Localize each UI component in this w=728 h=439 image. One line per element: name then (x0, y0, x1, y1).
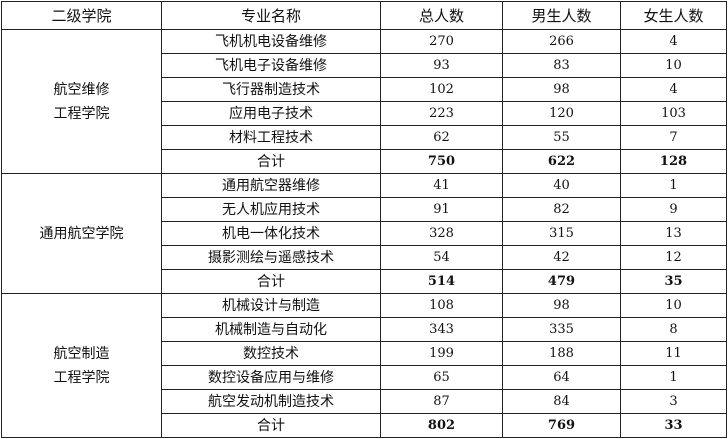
table-body: 航空维修 工程学院 飞机机电设备维修 270 266 4 飞机电子设备维修 93 83 10 飞行器… (1, 29, 727, 438)
female-count: 11 (620, 341, 727, 366)
female-count: 3 (620, 389, 727, 414)
female-count: 35 (620, 269, 727, 294)
major-name: 应用电子技术 (161, 101, 381, 126)
major-name: 飞机机电设备维修 (161, 29, 381, 54)
male-count: 40 (502, 173, 621, 198)
header-row: 二级学院 专业名称 总人数 男生人数 女生人数 (1, 1, 727, 30)
total-count: 93 (380, 53, 503, 78)
female-count: 10 (620, 293, 727, 318)
female-count: 8 (620, 317, 727, 342)
major-name: 机械设计与制造 (161, 293, 381, 318)
female-count: 33 (620, 413, 727, 438)
major-name: 数控设备应用与维修 (161, 365, 381, 390)
total-count: 343 (380, 317, 503, 342)
college-name-line: 工程学院 (53, 369, 110, 386)
table-row: 飞机电子设备维修 93 83 10 (2, 53, 727, 78)
table-row: 航空发动机制造技术 87 84 3 (2, 389, 727, 414)
college-name-line: 航空制造 (53, 345, 110, 362)
table-row: 无人机应用技术 91 82 9 (2, 197, 727, 222)
total-count: 108 (380, 293, 503, 318)
subtotal-label: 合计 (161, 269, 381, 294)
female-count: 103 (620, 101, 727, 126)
total-count: 102 (380, 77, 503, 102)
major-name: 机械制造与自动化 (161, 317, 381, 342)
table-row: 航空制造 工程学院 机械设计与制造 108 98 10 (1, 293, 727, 438)
male-count: 479 (502, 269, 621, 294)
male-count: 82 (502, 197, 621, 222)
male-count: 622 (502, 149, 621, 174)
header-college: 二级学院 (1, 1, 162, 30)
total-count: 270 (380, 29, 503, 54)
header-total: 总人数 (380, 1, 503, 30)
major-name: 航空发动机制造技术 (161, 389, 381, 414)
male-count: 315 (502, 221, 621, 246)
major-name: 机电一体化技术 (161, 221, 381, 246)
college-name-line: 通用航空学院 (39, 225, 124, 242)
table-row: 机械制造与自动化 343 335 8 (2, 317, 727, 342)
total-count: 199 (380, 341, 503, 366)
total-count: 750 (380, 149, 503, 174)
female-count: 4 (620, 77, 727, 102)
major-name: 通用航空器维修 (161, 173, 381, 198)
table-row: 数控设备应用与维修 65 64 1 (2, 365, 727, 390)
female-count: 7 (620, 125, 727, 150)
major-name: 数控技术 (161, 341, 381, 366)
table-row: 数控技术 199 188 11 (2, 341, 727, 366)
female-count: 1 (620, 173, 727, 198)
total-count: 802 (380, 413, 503, 438)
major-name: 材料工程技术 (161, 125, 381, 150)
female-count: 4 (620, 29, 727, 54)
total-count: 65 (380, 365, 503, 390)
table-row: 飞行器制造技术 102 98 4 (2, 77, 727, 102)
college-name: 通用航空学院 (1, 173, 162, 294)
total-count: 62 (380, 125, 503, 150)
male-count: 42 (502, 245, 621, 270)
college-name: 航空维修 工程学院 (1, 29, 162, 174)
male-count: 83 (502, 53, 621, 78)
major-name: 摄影测绘与遥感技术 (161, 245, 381, 270)
total-count: 223 (380, 101, 503, 126)
total-count: 54 (380, 245, 503, 270)
male-count: 98 (502, 77, 621, 102)
female-count: 13 (620, 221, 727, 246)
table-row: 应用电子技术 223 120 103 (2, 101, 727, 126)
college-name: 航空制造 工程学院 (1, 293, 162, 438)
college-name-line: 工程学院 (53, 105, 110, 122)
male-count: 120 (502, 101, 621, 126)
female-count: 12 (620, 245, 727, 270)
college-name-line: 航空维修 (53, 81, 110, 98)
header-major: 专业名称 (161, 1, 381, 30)
female-count: 1 (620, 365, 727, 390)
subtotal-label: 合计 (161, 413, 381, 438)
subtotal-row: 合计 802 769 33 (2, 413, 727, 438)
male-count: 335 (502, 317, 621, 342)
male-count: 64 (502, 365, 621, 390)
subtotal-row: 合计 750 622 128 (2, 149, 727, 174)
subtotal-label: 合计 (161, 149, 381, 174)
header-male: 男生人数 (502, 1, 621, 30)
male-count: 98 (502, 293, 621, 318)
female-count: 10 (620, 53, 727, 78)
total-count: 514 (380, 269, 503, 294)
major-name: 飞机电子设备维修 (161, 53, 381, 78)
total-count: 41 (380, 173, 503, 198)
female-count: 9 (620, 197, 727, 222)
major-name: 飞行器制造技术 (161, 77, 381, 102)
male-count: 188 (502, 341, 621, 366)
subtotal-row: 合计 514 479 35 (2, 269, 727, 294)
female-count: 128 (620, 149, 727, 174)
total-count: 87 (380, 389, 503, 414)
male-count: 769 (502, 413, 621, 438)
male-count: 55 (502, 125, 621, 150)
male-count: 266 (502, 29, 621, 54)
total-count: 328 (380, 221, 503, 246)
table-row: 航空维修 工程学院 飞机机电设备维修 270 266 4 (1, 29, 727, 174)
header-female: 女生人数 (620, 1, 727, 30)
male-count: 84 (502, 389, 621, 414)
major-name: 无人机应用技术 (161, 197, 381, 222)
total-count: 91 (380, 197, 503, 222)
table-row: 通用航空学院 通用航空器维修 41 40 1 (1, 173, 727, 294)
